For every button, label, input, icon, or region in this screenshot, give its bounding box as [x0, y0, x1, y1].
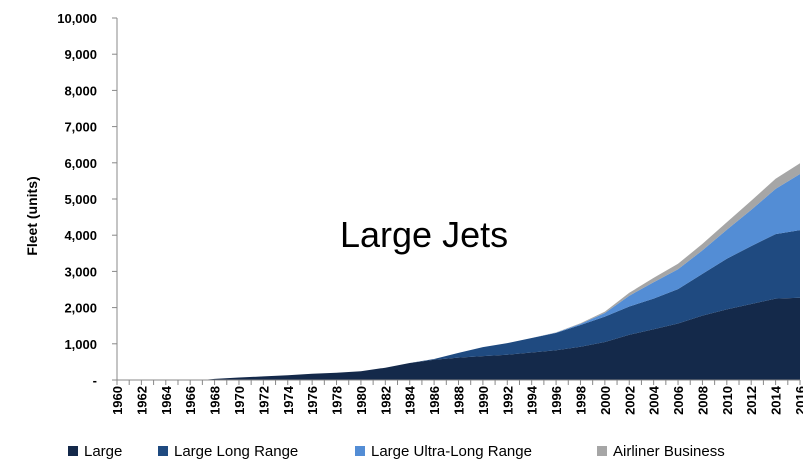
x-tick-label: 1966 — [183, 386, 198, 415]
y-tick-label: 4,000 — [64, 228, 97, 243]
y-tick-label: 9,000 — [64, 47, 97, 62]
x-tick-label: 2016 — [793, 386, 803, 415]
x-tick-label: 1968 — [208, 386, 223, 415]
x-tick-label: 1984 — [403, 385, 418, 415]
x-tick-label: 2004 — [647, 385, 662, 415]
y-tick-label: - — [93, 373, 97, 388]
area-series-1 — [117, 230, 800, 380]
x-tick-label: 1998 — [574, 386, 589, 415]
y-tick-label: 5,000 — [64, 192, 97, 207]
y-axis-label: Fleet (units) — [24, 176, 40, 255]
area-series-0 — [117, 297, 800, 380]
x-tick-label: 1970 — [232, 386, 247, 415]
x-tick-label: 1960 — [110, 386, 125, 415]
y-tick-label: 2,000 — [64, 301, 97, 316]
x-tick-label: 1982 — [378, 386, 393, 415]
chart-annotation: Large Jets — [340, 214, 508, 255]
x-tick-label: 2010 — [720, 386, 735, 415]
y-tick-label: 3,000 — [64, 264, 97, 279]
y-tick-label: 10,000 — [57, 11, 97, 26]
y-tick-label: 1,000 — [64, 337, 97, 352]
legend-label: Large Long Range — [174, 443, 298, 460]
x-tick-label: 1972 — [256, 386, 271, 415]
x-tick-label: 1964 — [159, 385, 174, 415]
y-tick-label: 8,000 — [64, 83, 97, 98]
x-tick-label: 1980 — [354, 386, 369, 415]
legend: Large Large Long Range Large Ultra-Long Ra… — [68, 443, 725, 460]
legend-swatch — [355, 446, 365, 456]
legend-swatch — [597, 446, 607, 456]
x-ticks: 1960 1962 1964 1966 1968 1970 1972 1974 1976 1978… — [110, 380, 803, 415]
y-tick-label: 7,000 — [64, 120, 97, 135]
y-ticks: - 1,000 2,000 3,000 4,000 5,000 6,000 7,000 8,00… — [57, 11, 117, 388]
x-tick-label: 1962 — [134, 386, 149, 415]
x-tick-label: 1996 — [549, 386, 564, 415]
legend-label: Large Ultra-Long Range — [371, 443, 532, 460]
x-tick-label: 1994 — [525, 385, 540, 415]
legend-label: Large — [84, 443, 122, 460]
x-tick-label: 2008 — [695, 386, 710, 415]
x-tick-label: 1978 — [330, 386, 345, 415]
x-tick-label: 1992 — [500, 386, 515, 415]
x-tick-label: 1974 — [281, 385, 296, 415]
x-tick-label: 1986 — [427, 386, 442, 415]
x-tick-label: 2014 — [769, 385, 784, 415]
x-tick-label: 1988 — [452, 386, 467, 415]
legend-swatch — [68, 446, 78, 456]
y-tick-label: 6,000 — [64, 156, 97, 171]
legend-label: Airliner Business — [613, 443, 725, 460]
x-tick-label: 2002 — [622, 386, 637, 415]
stacked-areas — [117, 163, 800, 380]
x-tick-label: 2006 — [671, 386, 686, 415]
legend-swatch — [158, 446, 168, 456]
x-tick-label: 1976 — [305, 386, 320, 415]
x-tick-label: 1990 — [476, 386, 491, 415]
x-tick-label: 2000 — [598, 386, 613, 415]
x-tick-label: 2012 — [744, 386, 759, 415]
